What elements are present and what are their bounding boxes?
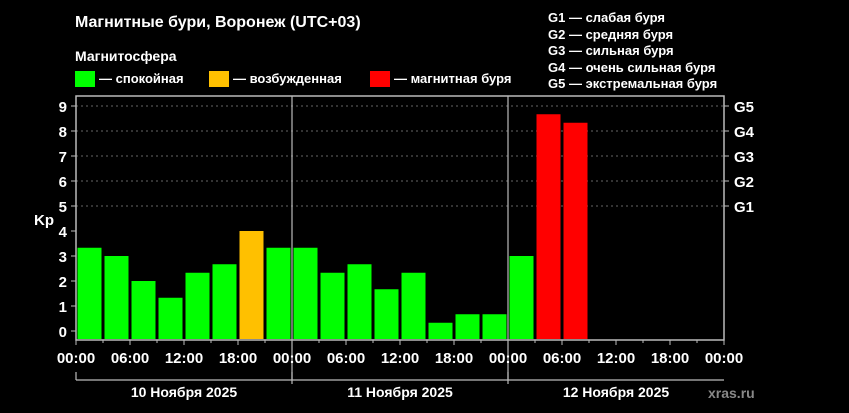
bar <box>266 247 291 339</box>
legend-swatch <box>209 71 229 87</box>
bar <box>104 256 129 339</box>
x-tick-label: 18:00 <box>219 350 257 367</box>
y-tick-label: 4 <box>59 224 68 241</box>
watermark: xras.ru <box>708 385 755 401</box>
y-tick-label: 2 <box>59 274 67 291</box>
day-label: 10 Ноября 2025 <box>131 384 238 400</box>
bar <box>293 247 318 339</box>
bar <box>185 272 210 339</box>
bar <box>401 272 426 339</box>
g-scale-item: G3 — сильная буря <box>548 43 674 58</box>
bar <box>158 297 183 339</box>
chart-title: Магнитные бури, Воронеж (UTC+03) <box>75 14 361 31</box>
x-tick-label: 06:00 <box>111 350 149 367</box>
x-tick-label: 18:00 <box>651 350 689 367</box>
bar <box>347 264 372 339</box>
legend-label: — магнитная буря <box>394 71 512 86</box>
bar <box>239 231 264 339</box>
x-tick-label: 18:00 <box>435 350 473 367</box>
g-tick-label: G1 <box>734 199 754 216</box>
y-tick-label: 8 <box>59 124 67 141</box>
legend-label: — возбужденная <box>233 71 342 86</box>
day-label: 11 Ноября 2025 <box>347 384 453 400</box>
bar <box>212 264 237 339</box>
bar <box>482 314 507 339</box>
day-label: 12 Ноября 2025 <box>563 384 670 400</box>
bar <box>428 322 453 339</box>
g-tick-label: G4 <box>734 124 755 141</box>
y-tick-label: 0 <box>59 324 67 341</box>
x-tick-label: 06:00 <box>327 350 365 367</box>
y-tick-label: 7 <box>59 149 67 166</box>
x-tick-label: 12:00 <box>597 350 635 367</box>
x-tick-label: 00:00 <box>489 350 527 367</box>
y-tick-label: 5 <box>59 199 67 216</box>
bar <box>320 272 345 339</box>
g-scale-item: G4 — очень сильная буря <box>548 59 716 75</box>
x-tick-label: 00:00 <box>705 350 743 367</box>
legend-label: — спокойная <box>99 71 184 86</box>
g-scale-item: G2 — средняя буря <box>548 26 674 42</box>
y-tick-label: 6 <box>59 174 67 191</box>
y-tick-label: 1 <box>59 299 67 316</box>
bar <box>455 314 480 339</box>
y-tick-label: 9 <box>59 99 67 116</box>
y-axis-label: Kp <box>34 212 54 229</box>
g-tick-label: G5 <box>734 99 754 116</box>
g-tick-label: G3 <box>734 149 754 166</box>
x-tick-label: 12:00 <box>165 350 203 367</box>
x-tick-label: 12:00 <box>381 350 419 367</box>
legend-swatch <box>370 71 390 87</box>
g-scale-item: G5 — экстремальная буря <box>548 76 718 91</box>
x-tick-label: 00:00 <box>57 350 95 367</box>
y-tick-label: 3 <box>59 249 67 266</box>
legend-title: Магнитосфера <box>75 48 177 64</box>
bar <box>509 256 534 339</box>
x-tick-label: 06:00 <box>543 350 581 367</box>
bar <box>374 289 399 339</box>
bar <box>536 114 561 339</box>
bar <box>77 247 102 339</box>
bar <box>131 281 156 339</box>
g-scale-item: G1 — слабая буря <box>548 10 666 25</box>
legend-swatch <box>75 71 95 87</box>
bar <box>563 122 588 339</box>
x-tick-label: 00:00 <box>273 350 311 367</box>
g-tick-label: G2 <box>734 174 754 191</box>
